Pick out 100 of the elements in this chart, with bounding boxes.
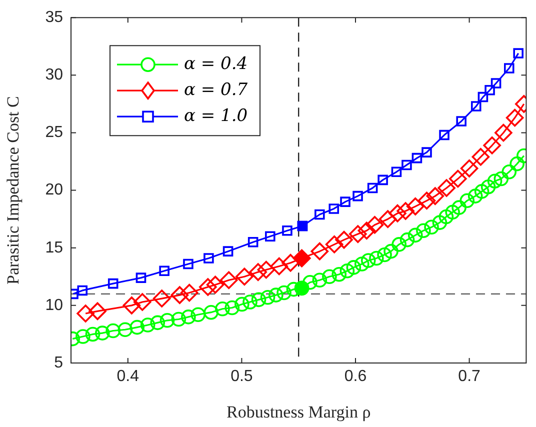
point	[391, 166, 402, 178]
point	[494, 171, 509, 186]
point	[77, 285, 88, 296]
point	[136, 272, 146, 283]
point	[171, 312, 186, 327]
point	[224, 300, 240, 316]
point	[332, 266, 347, 282]
point	[452, 200, 466, 215]
point	[95, 326, 110, 340]
point	[418, 192, 436, 210]
point	[449, 170, 467, 188]
point	[310, 242, 329, 260]
point	[406, 198, 424, 216]
point	[108, 278, 118, 289]
point	[502, 164, 517, 180]
point	[354, 256, 370, 272]
point	[183, 258, 194, 270]
point	[377, 247, 392, 262]
x-tick-label: 0.5	[230, 368, 253, 386]
point	[438, 179, 456, 197]
legend-label: α = 0.7	[184, 80, 248, 100]
point	[360, 253, 376, 268]
point	[388, 204, 406, 222]
point	[190, 307, 206, 322]
point	[369, 250, 384, 266]
point	[358, 222, 376, 240]
point	[270, 257, 288, 276]
point	[257, 260, 276, 279]
point	[118, 322, 133, 338]
point	[474, 184, 490, 199]
point	[416, 223, 431, 238]
point	[204, 304, 218, 320]
x-tick-label: 0.7	[458, 368, 481, 386]
point	[314, 209, 325, 220]
point	[152, 290, 171, 308]
point	[483, 136, 501, 154]
y-axis-title: Parasitic Impedance Cost C	[4, 96, 23, 284]
point	[490, 78, 502, 88]
point	[470, 101, 482, 112]
point	[76, 329, 90, 344]
point	[302, 275, 318, 290]
legend-label: α = 1.0	[184, 106, 248, 126]
point	[282, 225, 292, 236]
point	[378, 210, 397, 228]
point	[282, 254, 300, 272]
point	[424, 220, 439, 235]
y-tick-label: 25	[45, 124, 64, 142]
point	[366, 216, 384, 234]
point	[367, 182, 378, 194]
y-tick-label: 5	[54, 354, 64, 372]
point	[206, 276, 224, 294]
point	[412, 152, 422, 164]
point	[484, 84, 495, 96]
point	[268, 288, 284, 302]
point	[494, 124, 512, 142]
point	[85, 326, 100, 342]
point	[438, 209, 454, 224]
point	[348, 225, 367, 243]
point	[199, 278, 217, 296]
point	[159, 266, 170, 276]
point	[432, 215, 448, 230]
y-tick-label: 35	[45, 9, 64, 26]
x-tick-label: 0.6	[344, 368, 367, 386]
point	[506, 108, 524, 127]
point	[133, 293, 152, 311]
point	[456, 116, 466, 126]
point	[392, 237, 406, 252]
point	[402, 160, 412, 170]
point	[510, 156, 524, 172]
x-tick-label: 0.4	[116, 368, 140, 386]
point	[352, 190, 363, 202]
point	[472, 148, 490, 166]
point	[140, 318, 156, 332]
point	[422, 147, 432, 158]
point	[408, 228, 423, 243]
point	[204, 253, 214, 264]
point	[396, 202, 414, 220]
point	[88, 302, 106, 320]
point	[260, 290, 276, 305]
point	[468, 188, 483, 204]
point	[340, 263, 355, 278]
point	[220, 271, 238, 290]
point	[170, 286, 189, 304]
point	[236, 268, 254, 286]
point	[335, 230, 353, 249]
point	[180, 284, 198, 302]
y-tick-label: 10	[45, 296, 64, 314]
point	[346, 260, 362, 275]
x-axis-title: Robustness Margin ρ	[226, 402, 371, 422]
point	[378, 174, 388, 186]
point	[160, 313, 175, 328]
point	[478, 92, 488, 102]
point	[487, 174, 502, 188]
y-tick-label: 30	[45, 66, 64, 84]
point	[106, 323, 121, 338]
point	[265, 231, 276, 242]
point	[242, 294, 258, 310]
point	[234, 296, 250, 312]
point	[76, 304, 94, 322]
point	[460, 193, 475, 208]
